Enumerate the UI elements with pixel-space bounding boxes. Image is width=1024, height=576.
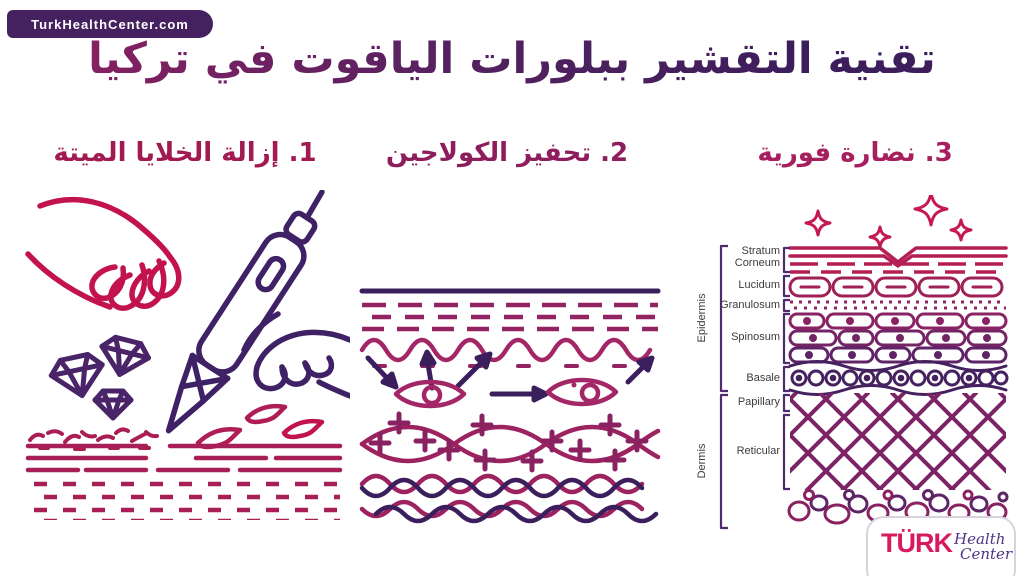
- skin-layer-label-granulosum: Granulosum: [720, 299, 780, 311]
- step-1-title: 1. إزالة الخلايا الميتة: [53, 138, 317, 168]
- dermis-label: Dermis: [696, 443, 708, 479]
- skin-surface-lines: [25, 443, 343, 520]
- logo-name-line2: Center: [960, 545, 1013, 563]
- collagen-illustration: [359, 288, 661, 524]
- diamond-icons: [48, 334, 151, 421]
- skin-cross-section-illustration: [719, 195, 1009, 530]
- diagram-brackets: [719, 244, 790, 530]
- step-3-title: 3. نضارة فورية: [757, 138, 953, 168]
- plus-icons: [368, 411, 649, 473]
- logo-brand: TÜRK: [881, 528, 953, 558]
- holding-hand-icon: [241, 311, 350, 399]
- peeling-pen-icon: [165, 190, 325, 434]
- skin-top-layer: [359, 288, 661, 368]
- relaxed-hand-icon: [25, 196, 182, 311]
- stratum-corneum-layer: [788, 246, 1008, 274]
- granulosum-layer: [790, 300, 1006, 310]
- logo-box: TÜRK Health Center: [866, 516, 1016, 576]
- sparkle-icons: [806, 195, 971, 247]
- reticular-crosshatch: [790, 393, 1006, 490]
- spinosum-layer: [788, 312, 1008, 364]
- skin-layer-label-lucidum: Lucidum: [738, 279, 780, 291]
- skin-flake-icons: [195, 403, 325, 450]
- basale-layer: [788, 360, 1009, 396]
- page-title: تقنية التقشير ببلورات الياقوت في تركيا: [0, 26, 1024, 92]
- site-badge: TurkHealthCenter.com: [7, 10, 213, 38]
- deep-layer-waves: [359, 473, 659, 524]
- epidermis-label: Epidermis: [696, 293, 708, 343]
- skin-layer-label-papillary: Papillary: [737, 396, 780, 408]
- step-2-title: 2. تحفيز الكولاجين: [385, 138, 629, 168]
- skin-layer-label-basale: Basale: [746, 372, 780, 384]
- logo-name-line1: Health: [954, 530, 1006, 548]
- stimulation-arrows: [365, 349, 655, 403]
- exfoliation-illustration: [25, 190, 350, 520]
- site-badge-text: TurkHealthCenter.com: [31, 16, 189, 32]
- logo-name: Health Center: [954, 532, 1012, 562]
- fibroblast-cell-icons: [393, 377, 619, 409]
- lucidum-layer: [788, 276, 1004, 298]
- skin-layer-label-reticular: Reticular: [736, 445, 780, 457]
- skin-layer-label-stratum-corneum: Stratum Corneum: [734, 245, 780, 269]
- skin-layer-label-spinosum: Spinosum: [731, 331, 780, 343]
